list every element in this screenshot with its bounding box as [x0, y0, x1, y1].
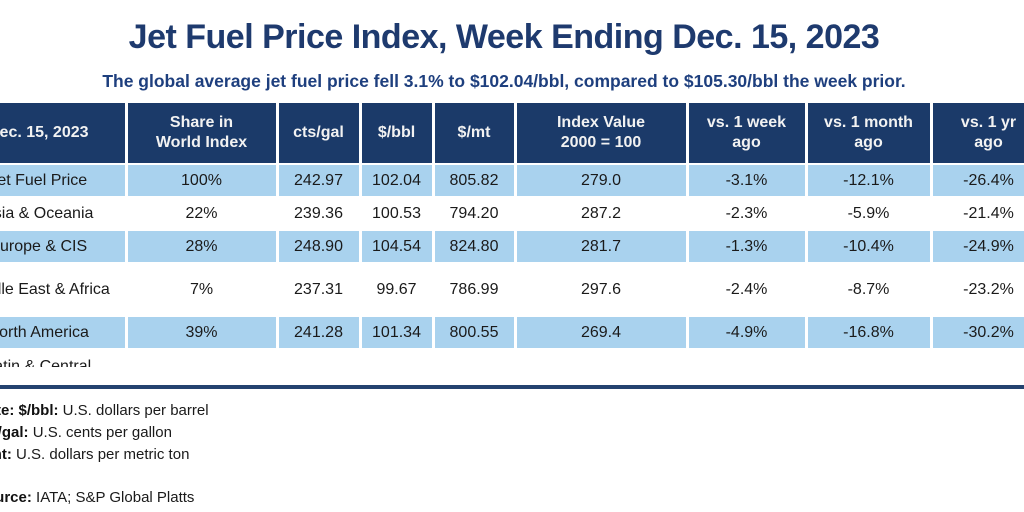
- table-cell: -8.7%: [806, 262, 933, 316]
- note-cts-gal-label: cts/gal:: [0, 424, 29, 441]
- table-cell: 286.3: [515, 348, 689, 367]
- table-cell: -16.8%: [806, 315, 933, 349]
- header-row: Dec. 15, 2023 Share in World Index cts/g…: [0, 103, 1024, 164]
- table-cell: -2.4%: [687, 262, 808, 316]
- row-label: Latin & Central America: [0, 348, 128, 367]
- note-bbl-text: U.S. dollars per barrel: [62, 402, 209, 419]
- note-cts-gal: cts/gal: U.S. cents per gallon: [0, 422, 1024, 444]
- column-header-vs-month: vs. 1 month ago: [806, 103, 933, 164]
- table-cell: -26.4%: [931, 163, 1024, 197]
- table-row-europe-cis: Europe & CIS 28% 248.90 104.54 824.80 28…: [0, 229, 1024, 263]
- column-header-date: Dec. 15, 2023: [0, 103, 128, 164]
- table-row-north-america: North America 39% 241.28 101.34 800.55 2…: [0, 315, 1024, 349]
- note-mt-label: $/mt:: [0, 446, 12, 463]
- table-cell: 824.80: [433, 229, 517, 263]
- table-cell: 237.31: [277, 262, 362, 316]
- table-cell: -12.1%: [806, 163, 933, 197]
- table-cell: 104.54: [360, 229, 435, 263]
- infographic-canvas: Jet Fuel Price Index, Week Ending Dec. 1…: [0, 14, 1024, 509]
- column-header-vs-year: vs. 1 yr ago: [931, 103, 1024, 164]
- column-header-index-value: Index Value 2000 = 100: [515, 103, 689, 164]
- column-header-mt: $/mt: [433, 103, 517, 164]
- table-cell: -27.6%: [931, 348, 1024, 367]
- table-cell: 100.53: [360, 196, 435, 230]
- column-header-bbl: $/bbl: [360, 103, 435, 164]
- table-cell: 4%: [126, 348, 279, 367]
- table-row-jet-fuel-price: Jet Fuel Price 100% 242.97 102.04 805.82…: [0, 163, 1024, 197]
- table-cell: -10.4%: [806, 229, 933, 263]
- table-cell: 28%: [126, 229, 279, 263]
- table-cell: 22%: [126, 196, 279, 230]
- table-cell: -30.2%: [931, 315, 1024, 349]
- note-bbl: Note: $/bbl: U.S. dollars per barrel: [0, 400, 1024, 422]
- note-mt: $/mt: U.S. dollars per metric ton: [0, 444, 1024, 466]
- table-cell: 99.67: [360, 262, 435, 316]
- table-cell: -2.0%: [687, 348, 808, 367]
- table-cell: 805.82: [433, 163, 517, 197]
- table-cell: 800.55: [433, 315, 517, 349]
- source-label: Source:: [0, 489, 32, 506]
- table-cell: -2.3%: [687, 196, 808, 230]
- table-cell: 287.2: [515, 196, 689, 230]
- table-cell: -1.3%: [687, 229, 808, 263]
- table-cell: 39%: [126, 315, 279, 349]
- page-title: Jet Fuel Price Index, Week Ending Dec. 1…: [128, 18, 880, 56]
- row-label: Asia & Oceania: [0, 196, 128, 230]
- table-cell: 100%: [126, 163, 279, 197]
- row-label: Jet Fuel Price: [0, 163, 128, 197]
- subtitle: The global average jet fuel price fell 3…: [102, 71, 906, 91]
- table-cell: 297.6: [515, 262, 689, 316]
- footnotes: Note: $/bbl: U.S. dollars per barrel cts…: [0, 400, 1024, 509]
- table-cell: -12.8%: [806, 348, 933, 367]
- table-cell: -23.2%: [931, 262, 1024, 316]
- table-cell: 281.7: [515, 229, 689, 263]
- table-cell: 269.4: [515, 315, 689, 349]
- column-header-vs-week: vs. 1 week ago: [687, 103, 808, 164]
- table-cell: -24.9%: [931, 229, 1024, 263]
- note-bbl-label: Note: $/bbl:: [0, 402, 59, 419]
- table-cell: 242.97: [277, 163, 362, 197]
- table-cell: 241.28: [277, 315, 362, 349]
- table-cell: 103.54: [360, 348, 435, 367]
- table-cell: 786.99: [433, 262, 517, 316]
- source-text: IATA; S&P Global Platts: [36, 489, 195, 506]
- column-header-share: Share in World Index: [126, 103, 279, 164]
- table-cell: 818.01: [433, 348, 517, 367]
- table-cell: 7%: [126, 262, 279, 316]
- table-cell: 794.20: [433, 196, 517, 230]
- table-cell: -5.9%: [806, 196, 933, 230]
- source-note: Source: IATA; S&P Global Platts: [0, 487, 1024, 509]
- table-cell: 101.34: [360, 315, 435, 349]
- price-table-clip: Dec. 15, 2023 Share in World Index cts/g…: [0, 103, 1024, 367]
- divider-line: [0, 385, 1024, 389]
- row-label: North America: [0, 315, 128, 349]
- jet-fuel-price-table: Dec. 15, 2023 Share in World Index cts/g…: [0, 103, 1024, 367]
- row-label: Middle East & Africa: [0, 262, 128, 316]
- table-cell: -21.4%: [931, 196, 1024, 230]
- table-row-latin-central-america: Latin & Central America 4% 246.54 103.54…: [0, 348, 1024, 367]
- table-cell: 246.54: [277, 348, 362, 367]
- table-cell: -4.9%: [687, 315, 808, 349]
- table-cell: 248.90: [277, 229, 362, 263]
- table-cell: -3.1%: [687, 163, 808, 197]
- table-row-middle-east-africa: Middle East & Africa 7% 237.31 99.67 786…: [0, 262, 1024, 316]
- table-cell: 279.0: [515, 163, 689, 197]
- column-header-cts-gal: cts/gal: [277, 103, 362, 164]
- table-cell: 239.36: [277, 196, 362, 230]
- table-row-asia-oceania: Asia & Oceania 22% 239.36 100.53 794.20 …: [0, 196, 1024, 230]
- note-cts-gal-text: U.S. cents per gallon: [32, 424, 172, 441]
- table-cell: 102.04: [360, 163, 435, 197]
- row-label: Europe & CIS: [0, 229, 128, 263]
- note-mt-text: U.S. dollars per metric ton: [16, 446, 190, 463]
